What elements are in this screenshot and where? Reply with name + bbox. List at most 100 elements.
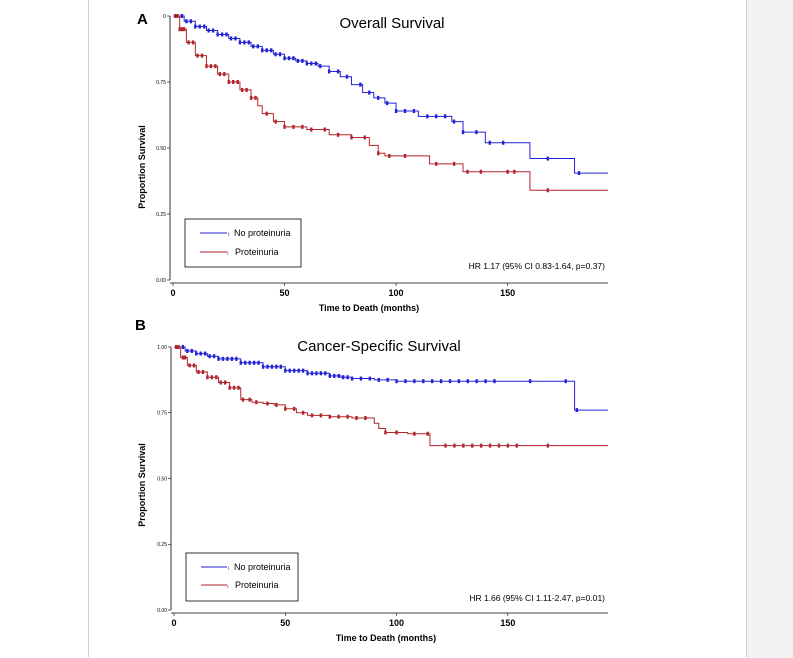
panel-a-censor-mark-no-proteinuria bbox=[377, 95, 380, 100]
panel-a-censor-mark-no-proteinuria bbox=[336, 69, 340, 74]
panel-b-censor-mark-proteinuria bbox=[192, 363, 196, 368]
panel-a-axes: 0.00 0.25 0.50 0.75 0 0 50 100 150 bbox=[156, 14, 608, 298]
panel-b-censor-mark-no-proteinuria bbox=[275, 364, 278, 369]
panel-b-censor-mark-no-proteinuria bbox=[195, 351, 198, 356]
panel-a-censor-mark-proteinuria bbox=[178, 27, 181, 32]
panel-b-censor-mark-proteinuria bbox=[319, 413, 323, 418]
panel-a-y-tick-label: 0.25 bbox=[156, 212, 166, 218]
panel-a-censor-mark-no-proteinuria bbox=[238, 40, 242, 45]
panel-a-censor-mark-no-proteinuria bbox=[327, 69, 331, 74]
panel-b-censor-mark-proteinuria bbox=[426, 431, 429, 436]
panel-a-censor-mark-no-proteinuria bbox=[546, 156, 549, 161]
panel-b-censor-mark-proteinuria bbox=[197, 369, 200, 374]
panel-b-censor-mark-proteinuria bbox=[237, 385, 240, 390]
panel-a-curve-no-proteinuria bbox=[173, 15, 608, 174]
panel-a-censor-mark-no-proteinuria bbox=[412, 109, 416, 114]
panel-b-censor-mark-no-proteinuria bbox=[439, 379, 443, 384]
panel-b-censor-mark-proteinuria bbox=[301, 410, 305, 415]
panel-a-censor-mark-proteinuria bbox=[227, 80, 230, 84]
panel-a-censor-mark-no-proteinuria bbox=[305, 61, 309, 66]
panel-a-legend-label-no-proteinuria: No proteinuria bbox=[234, 228, 291, 238]
panel-b-censor-mark-no-proteinuria bbox=[368, 376, 372, 381]
panel-b-censor-mark-no-proteinuria bbox=[319, 371, 323, 376]
panel-a-censor-mark-no-proteinuria bbox=[220, 32, 224, 37]
panel-a-censor-mark-proteinuria bbox=[176, 14, 179, 18]
panel-a-censor-mark-no-proteinuria bbox=[368, 90, 371, 95]
panel-a-censor-mark-proteinuria bbox=[377, 151, 380, 156]
panel-b-censor-mark-no-proteinuria bbox=[404, 379, 407, 384]
panel-b-censor-mark-no-proteinuria bbox=[266, 364, 269, 369]
panel-a-censor-mark-proteinuria bbox=[254, 95, 257, 100]
panel-a-y-tick-label: 0.50 bbox=[156, 146, 166, 152]
figure-frame bbox=[88, 0, 747, 657]
panel-a-censor-mark-no-proteinuria bbox=[443, 114, 447, 119]
panel-a-censor-mark-proteinuria bbox=[180, 27, 184, 32]
panel-b-censor-mark-proteinuria bbox=[384, 430, 387, 435]
panel-a-censor-mark-no-proteinuria bbox=[225, 32, 228, 37]
panel-a-censor-mark-no-proteinuria bbox=[296, 58, 300, 63]
panel-b-censor-mark-no-proteinuria bbox=[279, 364, 283, 369]
panel-a-censor-mark-no-proteinuria bbox=[385, 101, 389, 106]
panel-a-censor-mark-no-proteinuria bbox=[283, 56, 286, 61]
panel-b-censor-mark-proteinuria bbox=[177, 345, 180, 349]
panel-b-censor-mark-no-proteinuria bbox=[203, 351, 207, 356]
panel-b-y-tick-label: 0.50 bbox=[157, 476, 167, 482]
panel-a: A Overall Survival Proportion Survival T… bbox=[137, 11, 608, 313]
panel-a-legend: ı No proteinuria ı Proteinuria bbox=[184, 218, 302, 268]
panel-b-censor-mark-proteinuria bbox=[364, 416, 367, 421]
panel-a-censor-mark-proteinuria bbox=[513, 169, 516, 174]
panel-a-xlabel: Time to Death (months) bbox=[319, 303, 419, 313]
panel-b-censor-mark-no-proteinuria bbox=[466, 379, 469, 384]
panel-b-censor-mark-no-proteinuria bbox=[346, 375, 349, 380]
panel-b-censor-mark-no-proteinuria bbox=[208, 354, 211, 359]
panel-b-y-tick-label: 1.00 bbox=[157, 345, 167, 351]
panel-a-censor-mark-no-proteinuria bbox=[252, 44, 255, 49]
panel-b-censor-mark-no-proteinuria bbox=[448, 379, 452, 384]
panel-a-censor-mark-no-proteinuria bbox=[274, 52, 277, 57]
panel-b-censor-mark-no-proteinuria bbox=[301, 368, 305, 373]
panel-b-censor-mark-proteinuria bbox=[248, 397, 251, 402]
panel-b-censor-mark-no-proteinuria bbox=[564, 379, 567, 384]
panel-a-censor-mark-proteinuria bbox=[283, 124, 286, 129]
panel-b: B Cancer-Specific Survival Proportion Su… bbox=[135, 317, 608, 643]
panel-b-censor-mark-no-proteinuria bbox=[457, 379, 461, 384]
panel-b-censor-mark-no-proteinuria bbox=[413, 379, 416, 384]
panel-b-censor-mark-proteinuria bbox=[219, 380, 222, 385]
panel-a-title: Overall Survival bbox=[339, 15, 444, 32]
panel-a-censor-mark-no-proteinuria bbox=[261, 48, 264, 53]
panel-a-censor-mark-no-proteinuria bbox=[359, 82, 362, 87]
panel-a-censor-mark-proteinuria bbox=[435, 161, 438, 166]
panel-a-y-tick-label: 0 bbox=[163, 14, 166, 20]
panel-a-censor-mark-no-proteinuria bbox=[198, 24, 201, 29]
panel-b-curve-no-proteinuria bbox=[174, 346, 608, 411]
panel-a-x-tick-label: 0 bbox=[170, 288, 175, 298]
panel-b-legend: ı No proteinuria ı Proteinuria bbox=[185, 552, 299, 602]
panel-b-censor-mark-proteinuria bbox=[515, 443, 518, 448]
panel-b-censor-mark-no-proteinuria bbox=[422, 379, 425, 384]
panel-a-censor-mark-no-proteinuria bbox=[345, 74, 349, 79]
panel-b-censor-mark-proteinuria bbox=[175, 345, 178, 349]
panel-a-censor-mark-no-proteinuria bbox=[247, 40, 251, 45]
panel-b-censor-mark-no-proteinuria bbox=[337, 373, 340, 378]
panel-b-ylabel: Proportion Survival bbox=[137, 443, 147, 527]
panel-b-censor-mark-proteinuria bbox=[310, 413, 314, 418]
panel-b-censor-mark-proteinuria bbox=[210, 375, 214, 380]
panel-a-hr-annotation: HR 1.17 (95% CI 0.83-1.64, p=0.37) bbox=[469, 261, 605, 271]
panel-a-censor-mark-no-proteinuria bbox=[426, 114, 429, 119]
panel-a-censor-mark-no-proteinuria bbox=[189, 19, 193, 24]
panel-b-legend-censor-proteinuria: ı bbox=[227, 584, 229, 590]
panel-b-censor-mark-proteinuria bbox=[232, 385, 236, 390]
panel-b-hr-annotation: HR 1.66 (95% CI 1.11-2.47, p=0.01) bbox=[469, 593, 605, 603]
panel-a-censor-mark-proteinuria bbox=[218, 72, 222, 77]
panel-a-censor-mark-no-proteinuria bbox=[319, 64, 322, 69]
panel-a-censor-mark-no-proteinuria bbox=[243, 40, 246, 45]
panel-b-censor-mark-proteinuria bbox=[328, 414, 331, 419]
panel-b-censor-mark-no-proteinuria bbox=[430, 379, 434, 384]
panel-a-y-tick-label: 0.75 bbox=[156, 80, 166, 86]
panel-b-censor-mark-proteinuria bbox=[497, 443, 501, 448]
panel-a-censor-mark-no-proteinuria bbox=[203, 24, 206, 29]
panel-a-censor-mark-no-proteinuria bbox=[488, 140, 491, 145]
panel-a-censor-mark-no-proteinuria bbox=[234, 36, 237, 41]
panel-b-censor-mark-no-proteinuria bbox=[270, 364, 274, 369]
